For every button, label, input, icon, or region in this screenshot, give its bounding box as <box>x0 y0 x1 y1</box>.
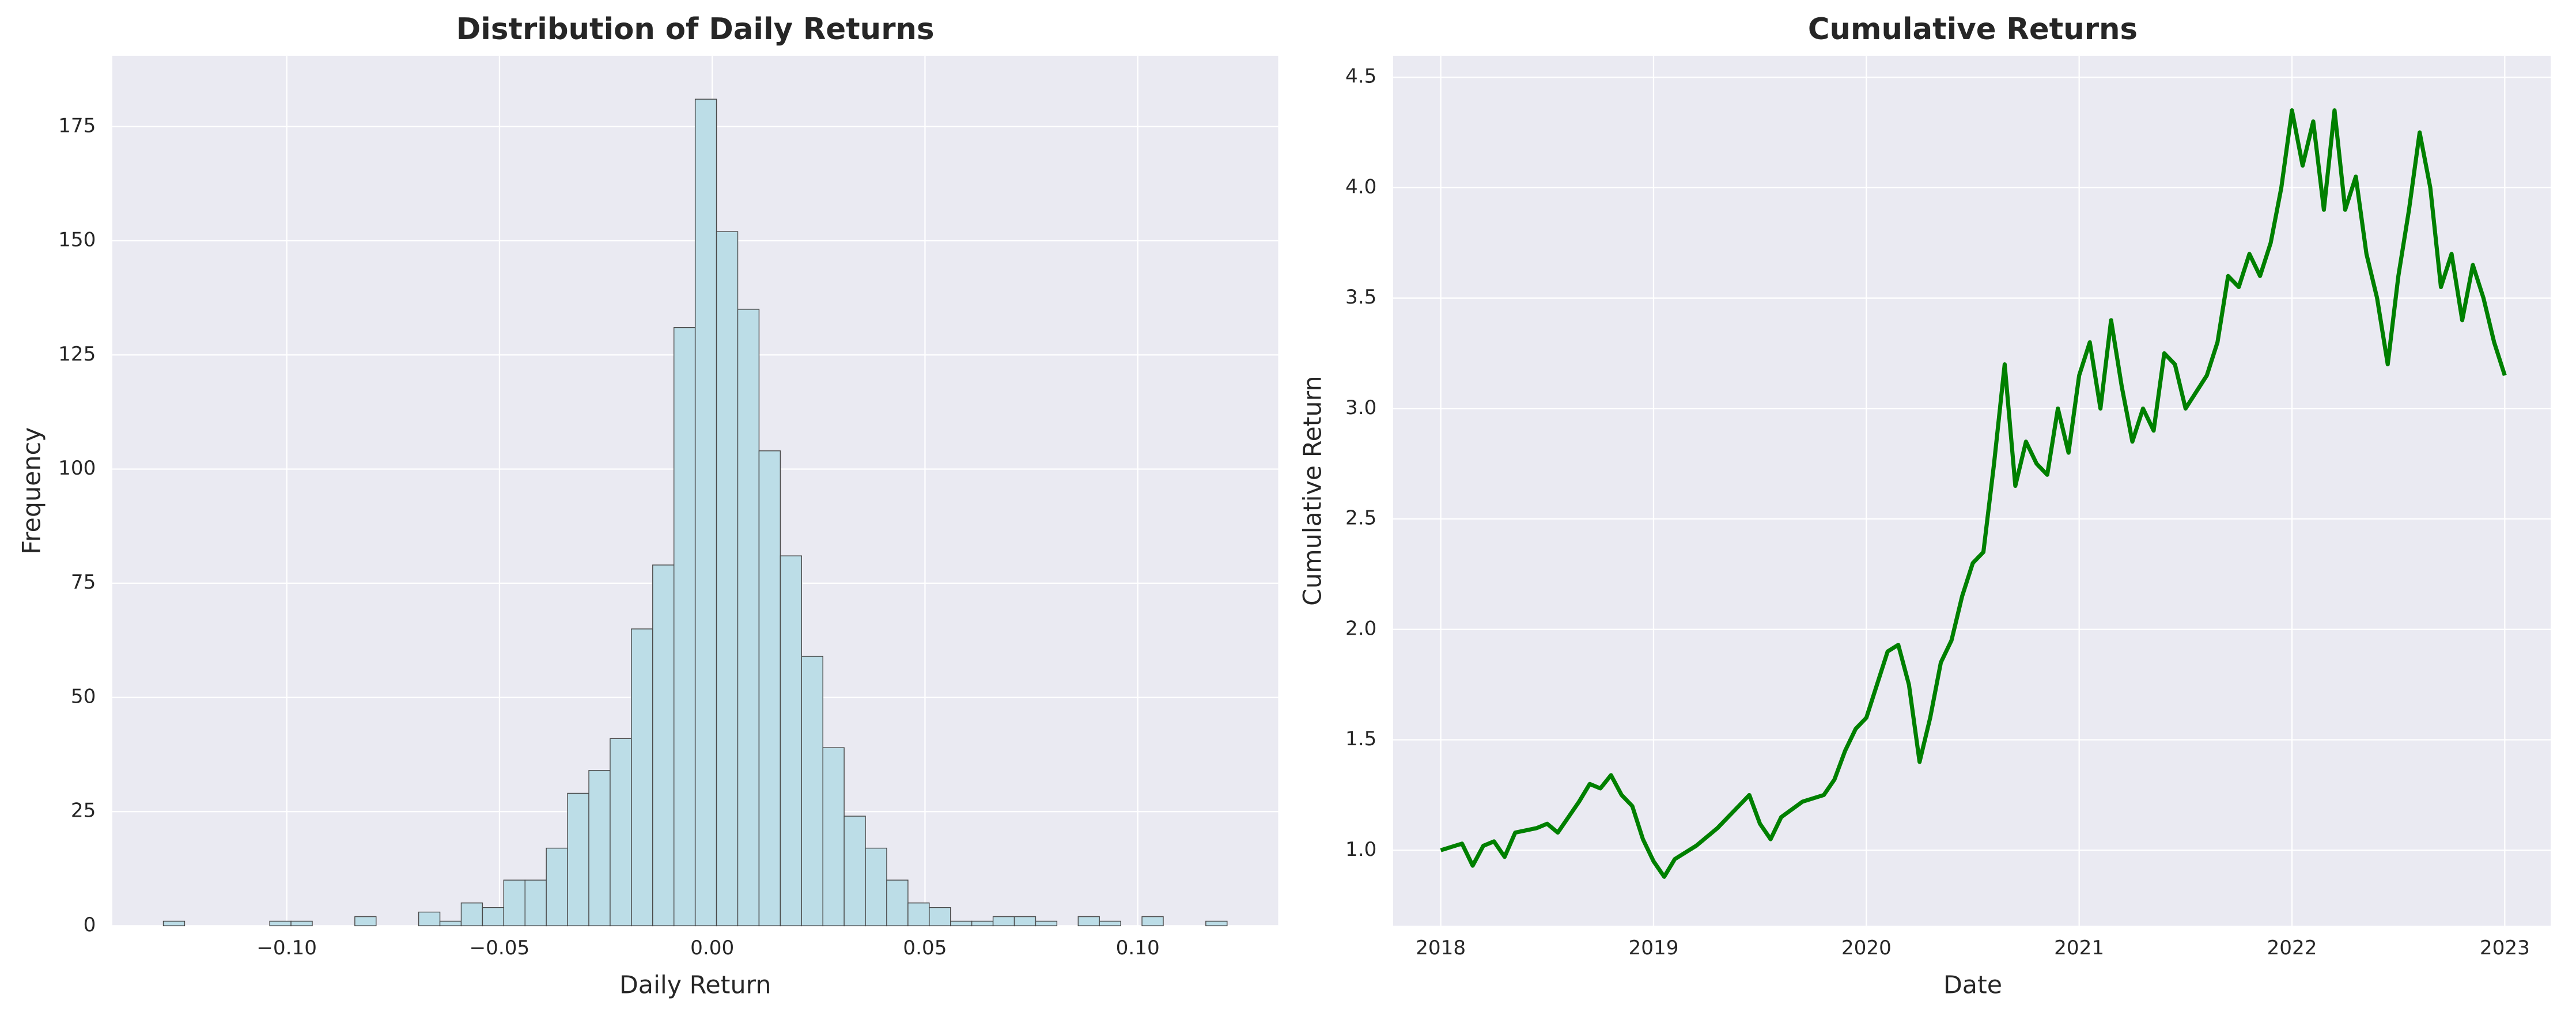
bar <box>716 231 739 927</box>
bar <box>610 738 632 927</box>
bar <box>439 920 462 927</box>
y-tick-label: 0 <box>84 913 96 936</box>
y-tick-label: 1.0 <box>1345 838 1376 861</box>
y-tick-label: 100 <box>58 457 96 480</box>
bar <box>865 847 887 927</box>
bar <box>546 847 568 927</box>
bar <box>162 920 186 927</box>
bar <box>971 920 994 927</box>
y-axis-label: Cumulative Return <box>1299 376 1327 605</box>
y-tick-label: 3.0 <box>1345 396 1376 419</box>
y-tick-label: 25 <box>71 799 96 822</box>
x-tick-label: 0.00 <box>690 936 734 960</box>
bar <box>460 903 483 927</box>
bar <box>694 98 717 927</box>
y-tick-label: 2.0 <box>1345 617 1376 640</box>
y-tick-label: 125 <box>58 343 96 366</box>
bar <box>1035 920 1058 927</box>
x-axis-label: Date <box>1943 970 2002 999</box>
bar <box>929 907 951 927</box>
bar <box>588 770 611 927</box>
y-tick-label: 4.0 <box>1345 175 1376 198</box>
bar <box>1013 916 1037 927</box>
x-tick-label: 2018 <box>1416 936 1466 960</box>
plot-area <box>1393 55 2551 926</box>
bar <box>1141 916 1164 927</box>
x-axis-label: Daily Return <box>619 970 771 999</box>
x-tick-label: −0.05 <box>470 936 530 960</box>
x-tick-label: 2022 <box>2267 936 2317 960</box>
x-tick-label: 2020 <box>1841 936 1892 960</box>
x-tick-label: 2021 <box>2054 936 2104 960</box>
y-axis-label: Frequency <box>18 427 47 555</box>
bar <box>822 747 845 927</box>
line <box>1440 108 2507 879</box>
bar <box>674 327 696 927</box>
bar <box>907 903 930 927</box>
y-tick-label: 50 <box>71 685 96 708</box>
y-tick-label: 3.5 <box>1345 286 1376 309</box>
y-tick-label: 2.5 <box>1345 507 1376 530</box>
bar <box>482 907 505 927</box>
x-tick-label: 0.05 <box>903 936 947 960</box>
bar <box>992 916 1015 927</box>
y-tick-label: 4.5 <box>1345 65 1376 88</box>
bar <box>758 450 781 927</box>
bar <box>1077 916 1100 927</box>
bar <box>1205 920 1228 927</box>
bar <box>631 628 653 927</box>
bar <box>801 655 823 927</box>
x-tick-label: −0.10 <box>256 936 317 960</box>
bar <box>780 555 802 927</box>
x-tick-label: 2023 <box>2480 936 2530 960</box>
y-tick-label: 150 <box>58 229 96 252</box>
x-tick-label: 0.10 <box>1116 936 1160 960</box>
chart-title: Cumulative Returns <box>1808 12 2138 47</box>
bar <box>950 920 973 927</box>
x-tick-label: 2019 <box>1628 936 1678 960</box>
bar <box>567 793 589 927</box>
bar <box>1099 920 1121 927</box>
bar <box>418 911 441 927</box>
y-tick-label: 1.5 <box>1345 727 1376 750</box>
bar <box>843 816 866 927</box>
chart-title: Distribution of Daily Returns <box>456 12 935 47</box>
bar <box>524 879 547 927</box>
y-tick-label: 75 <box>71 571 96 594</box>
bar <box>269 920 292 927</box>
bar <box>886 879 909 927</box>
bar <box>354 916 377 927</box>
bar <box>737 309 760 927</box>
bar <box>290 920 313 927</box>
bar <box>503 879 525 927</box>
bar <box>652 564 675 927</box>
y-tick-label: 175 <box>58 114 96 137</box>
